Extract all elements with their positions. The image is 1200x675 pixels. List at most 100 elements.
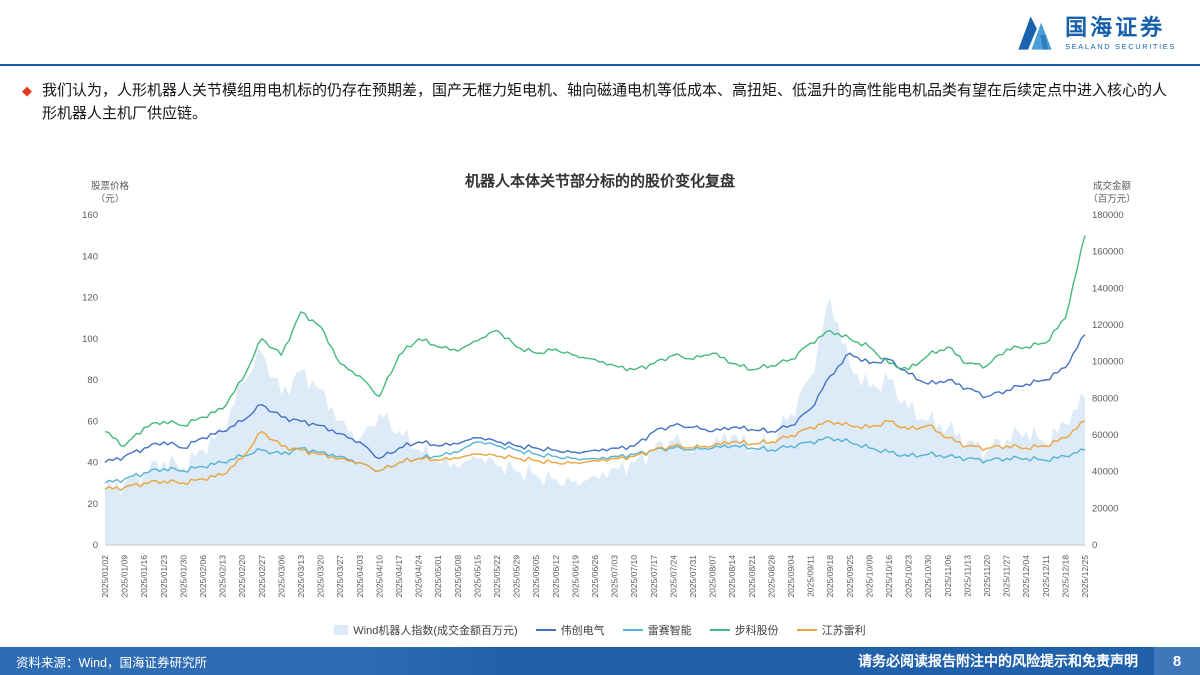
svg-text:2025/05/15: 2025/05/15 xyxy=(472,555,482,598)
svg-text:2025/10/16: 2025/10/16 xyxy=(884,555,894,598)
svg-text:2025/05/08: 2025/05/08 xyxy=(453,555,463,598)
svg-text:2025/04/24: 2025/04/24 xyxy=(414,555,424,598)
legend-item: 江苏雷利 xyxy=(796,622,866,638)
svg-text:2025/04/10: 2025/04/10 xyxy=(374,555,384,598)
svg-text:0: 0 xyxy=(1092,540,1097,551)
svg-text:2025/10/09: 2025/10/09 xyxy=(864,555,874,598)
legend-item: 雷赛智能 xyxy=(622,622,692,638)
svg-text:2025/01/16: 2025/01/16 xyxy=(139,555,149,598)
svg-text:2025/02/06: 2025/02/06 xyxy=(198,555,208,598)
svg-text:2025/05/01: 2025/05/01 xyxy=(433,555,443,598)
svg-text:20: 20 xyxy=(87,499,98,510)
svg-text:2025/05/29: 2025/05/29 xyxy=(512,555,522,598)
chart-title: 机器人本体关节部分标的的股价变化复盘 xyxy=(464,173,735,190)
data-source: 资料来源：Wind，国海证券研究所 xyxy=(16,655,207,670)
svg-text:100: 100 xyxy=(82,334,98,345)
svg-text:40: 40 xyxy=(87,458,98,469)
svg-text:2025/03/06: 2025/03/06 xyxy=(276,555,286,598)
svg-text:2025/03/13: 2025/03/13 xyxy=(296,555,306,598)
key-point: ◆ 我们认为，人形机器人关节模组用电机标的仍存在预期差，国产无框力矩电机、轴向磁… xyxy=(22,79,1172,125)
svg-text:60000: 60000 xyxy=(1092,430,1118,441)
left-axis-title-line2: （元） xyxy=(95,194,125,205)
svg-text:2025/01/09: 2025/01/09 xyxy=(120,555,130,598)
svg-text:2025/06/19: 2025/06/19 xyxy=(570,555,580,598)
svg-text:2025/09/18: 2025/09/18 xyxy=(825,555,835,598)
legend-marker-icon xyxy=(709,629,730,631)
svg-text:2025/08/14: 2025/08/14 xyxy=(727,555,737,598)
left-axis-title-line1: 股票价格 xyxy=(90,181,129,192)
legend-marker-icon xyxy=(535,629,556,631)
legend-marker-icon xyxy=(622,629,643,631)
stock-price-chart: 股票价格 （元） 成交金额 （百万元） 机器人本体关节部分标的的股价变化复盘 0… xyxy=(45,170,1155,638)
right-axis-title-line1: 成交金额 xyxy=(1092,181,1131,192)
svg-text:180000: 180000 xyxy=(1092,210,1124,221)
right-axis-title-line2: （百万元） xyxy=(1088,194,1136,205)
svg-text:2025/11/06: 2025/11/06 xyxy=(943,555,953,597)
svg-text:160: 160 xyxy=(82,210,98,221)
logo-subtitle: SEALAND SECURITIES xyxy=(1065,41,1176,51)
svg-text:2025/06/12: 2025/06/12 xyxy=(551,555,561,598)
header-divider xyxy=(0,64,1200,66)
svg-text:20000: 20000 xyxy=(1092,503,1118,514)
svg-text:2025/11/20: 2025/11/20 xyxy=(982,555,992,597)
svg-text:140000: 140000 xyxy=(1092,283,1124,294)
svg-text:2025/12/18: 2025/12/18 xyxy=(1060,555,1070,598)
legend-label: 雷赛智能 xyxy=(647,625,692,637)
right-axis-title: 成交金额 （百万元） xyxy=(1069,180,1155,206)
svg-text:0: 0 xyxy=(93,540,98,551)
svg-text:140: 140 xyxy=(82,251,98,262)
left-axis-title: 股票价格 （元） xyxy=(70,180,150,206)
svg-text:2025/01/23: 2025/01/23 xyxy=(159,555,169,598)
svg-text:2025/07/03: 2025/07/03 xyxy=(610,555,620,598)
legend-marker-icon xyxy=(334,625,349,635)
svg-text:2025/04/03: 2025/04/03 xyxy=(355,555,365,598)
svg-text:2025/05/22: 2025/05/22 xyxy=(492,555,502,598)
svg-text:2025/09/11: 2025/09/11 xyxy=(806,555,816,597)
svg-text:160000: 160000 xyxy=(1092,247,1124,258)
svg-text:2025/07/31: 2025/07/31 xyxy=(688,555,698,598)
disclaimer-text: 请务必阅读报告附注中的风险提示和免责声明 xyxy=(858,653,1138,669)
legend-item: 步科股份 xyxy=(709,622,779,638)
logo-text: 国海证券 SEALAND SECURITIES xyxy=(1065,14,1176,51)
svg-text:2025/08/07: 2025/08/07 xyxy=(708,555,718,598)
legend-item: 伟创电气 xyxy=(535,622,605,638)
bullet-diamond-icon: ◆ xyxy=(22,83,32,98)
svg-text:120: 120 xyxy=(82,293,98,304)
svg-text:2025/08/21: 2025/08/21 xyxy=(747,555,757,598)
sealand-logo-icon xyxy=(1018,16,1052,50)
svg-text:120000: 120000 xyxy=(1092,320,1124,331)
svg-text:2025/06/05: 2025/06/05 xyxy=(531,555,541,598)
svg-text:2025/04/17: 2025/04/17 xyxy=(394,555,404,598)
legend-label: 步科股份 xyxy=(734,625,779,637)
svg-text:2025/01/02: 2025/01/02 xyxy=(100,555,110,598)
svg-text:2025/06/26: 2025/06/26 xyxy=(590,555,600,598)
svg-text:100000: 100000 xyxy=(1092,357,1124,368)
svg-text:2025/09/04: 2025/09/04 xyxy=(786,555,796,598)
legend-marker-icon xyxy=(796,629,817,631)
svg-text:2025/10/23: 2025/10/23 xyxy=(904,555,914,598)
svg-text:2025/02/20: 2025/02/20 xyxy=(237,555,247,598)
svg-text:2025/02/13: 2025/02/13 xyxy=(218,555,228,598)
logo-title: 国海证券 xyxy=(1065,14,1166,40)
svg-text:2025/12/25: 2025/12/25 xyxy=(1080,555,1090,598)
svg-text:2025/12/04: 2025/12/04 xyxy=(1021,555,1031,598)
legend-item: Wind机器人指数(成交金额百万元) xyxy=(334,622,518,638)
svg-text:40000: 40000 xyxy=(1092,467,1118,478)
legend-label: Wind机器人指数(成交金额百万元) xyxy=(353,625,518,637)
svg-text:2025/11/27: 2025/11/27 xyxy=(1002,555,1012,597)
svg-text:2025/07/17: 2025/07/17 xyxy=(649,555,659,598)
legend-label: 伟创电气 xyxy=(560,625,605,637)
company-logo: 国海证券 SEALAND SECURITIES xyxy=(1014,13,1176,53)
footer-bar: 资料来源：Wind，国海证券研究所 请务必阅读报告附注中的风险提示和免责声明 8 xyxy=(0,647,1200,675)
svg-text:80000: 80000 xyxy=(1092,393,1118,404)
svg-text:2025/12/11: 2025/12/11 xyxy=(1041,555,1051,597)
svg-text:80: 80 xyxy=(87,375,98,386)
svg-text:2025/09/25: 2025/09/25 xyxy=(845,555,855,598)
svg-text:2025/08/28: 2025/08/28 xyxy=(766,555,776,598)
chart-canvas: 0 20 40 60 80 100 120 140 160 0 20000 40000 60000 800… xyxy=(82,210,1124,598)
page-number: 8 xyxy=(1154,647,1200,675)
svg-text:2025/01/30: 2025/01/30 xyxy=(178,555,188,598)
svg-text:2025/02/27: 2025/02/27 xyxy=(257,555,267,598)
svg-text:60: 60 xyxy=(87,416,98,427)
